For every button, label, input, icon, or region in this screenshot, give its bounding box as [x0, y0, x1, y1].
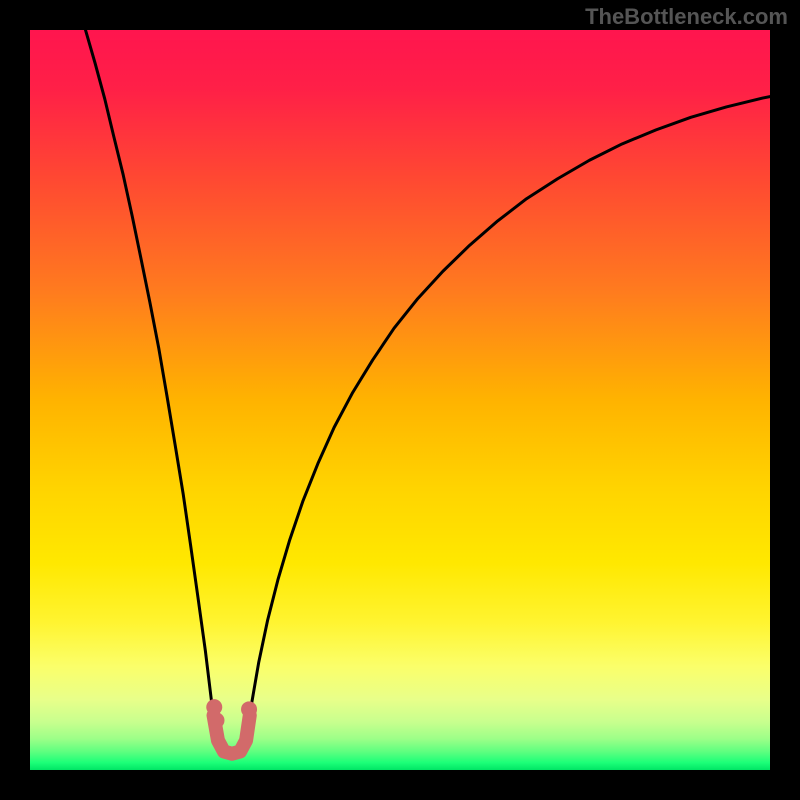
dip-highlight-dot: [208, 712, 224, 728]
watermark-text: TheBottleneck.com: [585, 4, 788, 30]
gradient-chart: [0, 0, 800, 800]
dip-highlight-dot: [206, 699, 222, 715]
chart-viewport: TheBottleneck.com: [0, 0, 800, 800]
chart-gradient-background: [30, 30, 770, 770]
dip-highlight-dot: [241, 701, 257, 717]
